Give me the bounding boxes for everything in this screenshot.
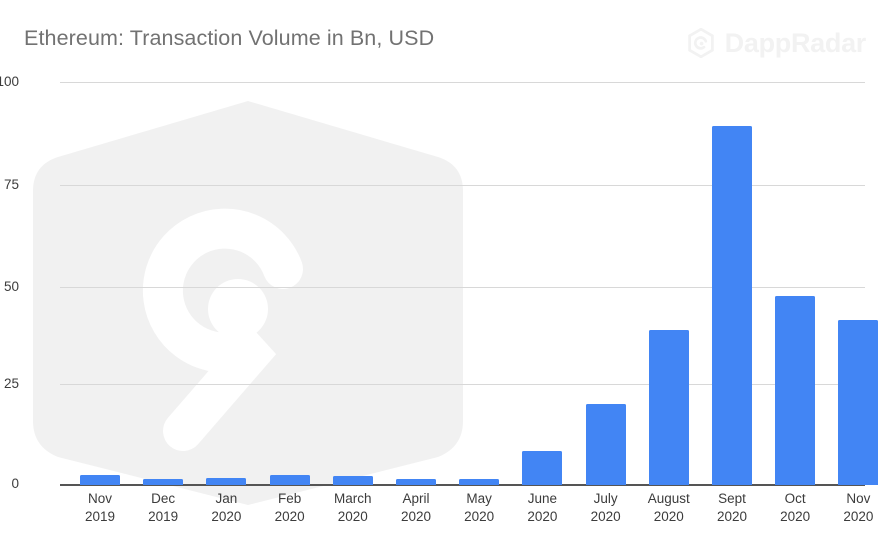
bar-feb-2020[interactable]: [269, 474, 310, 485]
x-axis-tick-2: Jan 2020: [188, 490, 264, 526]
x-axis-tick-month: July: [593, 491, 618, 506]
gridline-100: [60, 82, 865, 83]
x-axis-tick-year: 2020: [780, 509, 811, 524]
y-axis-tick-75: 75: [3, 177, 19, 192]
x-axis-tick-9: August 2020: [631, 490, 707, 526]
bar-nov-2019[interactable]: [80, 474, 120, 485]
x-axis-tick-year: 2020: [843, 509, 874, 524]
x-axis-tick-month: May: [466, 491, 492, 506]
x-axis-tick-month: Dec: [151, 491, 176, 506]
x-axis-tick-month: April: [402, 491, 430, 506]
x-axis-tick-month: Nov: [87, 491, 112, 506]
x-axis-tick-year: 2020: [527, 509, 558, 524]
x-axis-tick-12: Nov 2020: [820, 490, 896, 526]
x-axis-tick-year: 2019: [84, 509, 116, 524]
bar-june-2020[interactable]: [522, 450, 563, 485]
x-axis-tick-8: July 2020: [568, 490, 644, 526]
x-axis-labels: Nov 2019 Dec 2019 Jan 2020 Feb 2020 March 2020 Apr…: [60, 490, 873, 542]
bar-march-2020[interactable]: [332, 476, 373, 485]
x-axis-tick-year: 2019: [148, 509, 179, 524]
y-axis-tick-0: 0: [11, 476, 19, 491]
bar-sept-2020[interactable]: [712, 126, 752, 485]
x-axis-tick-year: 2020: [653, 509, 684, 524]
x-axis-tick-month: Oct: [784, 491, 806, 506]
x-axis-tick-year: 2020: [337, 509, 368, 524]
x-axis-tick-year: 2020: [590, 509, 621, 524]
bar-may-2020[interactable]: [459, 478, 500, 485]
x-axis-tick-10: Sept 2020: [694, 490, 770, 526]
gridline-75: [60, 185, 865, 186]
x-axis-tick-6: May 2020: [441, 490, 517, 526]
x-axis-tick-3: Feb 2020: [252, 490, 328, 526]
x-axis-tick-5: April 2020: [378, 490, 454, 526]
bars-layer: [60, 82, 879, 485]
gridline-50: [60, 287, 865, 288]
bar-august-2020[interactable]: [648, 329, 689, 485]
x-axis-tick-4: March 2020: [315, 490, 391, 526]
brand-wordmark-text: DappRadar: [724, 27, 867, 58]
x-axis-tick-11: Oct 2020: [757, 490, 833, 526]
x-axis-tick-month: Jan: [215, 491, 238, 506]
bar-oct-2020[interactable]: [775, 295, 816, 485]
x-axis-tick-month: March: [334, 491, 372, 506]
bar-dec-2019[interactable]: [143, 478, 184, 485]
x-axis-tick-year: 2020: [400, 509, 432, 524]
x-axis-tick-1: Dec 2019: [125, 490, 201, 526]
x-axis-tick-7: June 2020: [504, 490, 580, 526]
x-axis-tick-year: 2020: [716, 509, 748, 524]
x-axis-tick-year: 2020: [464, 509, 495, 524]
bar-april-2020[interactable]: [396, 479, 436, 485]
plot-area: 100 75 50 25 0: [0, 74, 879, 505]
y-axis-tick-25: 25: [3, 376, 19, 391]
y-axis-tick-100: 100: [0, 74, 19, 89]
brand-wordmark: DappRadar: [686, 27, 867, 59]
dappradar-hexagon-spiral-icon: [686, 27, 716, 59]
bar-nov-2020[interactable]: [838, 319, 879, 485]
x-axis-tick-month: Nov: [846, 491, 871, 506]
x-axis-tick-year: 2020: [211, 509, 242, 524]
bar-july-2020[interactable]: [585, 404, 626, 485]
gridline-25: [60, 384, 865, 385]
x-axis-tick-month: June: [527, 491, 558, 506]
bar-jan-2020[interactable]: [206, 477, 247, 485]
y-axis-tick-50: 50: [3, 279, 19, 294]
chart-title: Ethereum: Transaction Volume in Bn, USD: [24, 26, 435, 50]
x-axis-tick-month: Feb: [277, 491, 302, 506]
x-axis-tick-year: 2020: [274, 509, 305, 524]
x-axis-tick-month: Sept: [718, 491, 746, 506]
x-axis-tick-month: August: [647, 491, 690, 506]
x-axis-tick-0: Nov 2019: [62, 490, 138, 526]
